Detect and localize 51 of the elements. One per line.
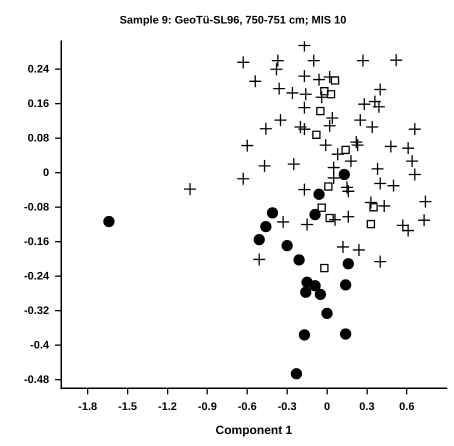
point xyxy=(342,258,354,270)
point xyxy=(366,220,376,228)
y-tick-label: -0.08 xyxy=(24,201,50,214)
point xyxy=(309,208,321,220)
point xyxy=(266,207,278,219)
point xyxy=(318,204,326,212)
y-tick-label: 0 xyxy=(42,166,50,179)
point xyxy=(320,264,329,272)
point xyxy=(338,168,350,180)
x-tick-label: -1.5 xyxy=(118,401,138,414)
point xyxy=(314,288,326,300)
x-tick-label: -0.3 xyxy=(278,401,297,414)
point xyxy=(103,216,115,228)
point xyxy=(312,130,321,139)
point xyxy=(324,182,333,191)
point xyxy=(298,329,310,341)
x-tick-label: -0.6 xyxy=(238,401,257,414)
y-tick-label: -0.4 xyxy=(30,339,50,352)
y-tick-label: -0.32 xyxy=(24,304,50,317)
y-tick-label: -0.48 xyxy=(24,374,50,386)
x-tick-label: -1.2 xyxy=(158,401,177,414)
point xyxy=(325,214,334,222)
point xyxy=(340,328,352,340)
y-tick-label: 0.24 xyxy=(28,63,50,76)
point xyxy=(321,308,333,320)
x-tick-label: 0.6 xyxy=(399,401,414,414)
x-tick-label: -0.9 xyxy=(198,401,217,414)
x-tick-label: -1.8 xyxy=(78,401,98,414)
point xyxy=(330,76,340,85)
y-tick-label: -0.16 xyxy=(24,236,50,248)
point xyxy=(300,286,312,298)
point xyxy=(340,279,352,291)
point xyxy=(260,221,272,232)
y-tick-label: 0.16 xyxy=(28,98,50,110)
point xyxy=(320,87,329,96)
point xyxy=(316,106,325,116)
point xyxy=(293,254,305,266)
x-tick-label: 0.3 xyxy=(359,401,375,414)
point xyxy=(254,234,265,246)
point xyxy=(309,280,321,292)
point xyxy=(369,203,378,212)
point xyxy=(281,240,293,252)
x-axis-title: Component 1 xyxy=(216,423,293,438)
point xyxy=(341,146,350,154)
y-tick-label: -0.24 xyxy=(24,270,50,282)
x-tick-label: 0 xyxy=(324,401,330,414)
point xyxy=(326,90,336,98)
chart-title: Sample 9: GeoTü-SL96, 750-751 cm; MIS 10 xyxy=(120,14,346,27)
y-tick-label: 0.08 xyxy=(28,132,50,144)
point xyxy=(313,188,325,200)
point xyxy=(290,368,302,380)
